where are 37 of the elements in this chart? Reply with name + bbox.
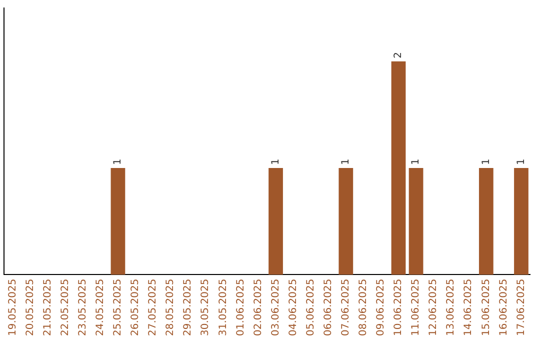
x-tick-label: 22.05.2025 bbox=[60, 278, 71, 336]
x-tick-label: 21.05.2025 bbox=[42, 278, 54, 336]
x-tick-label: 09.06.2025 bbox=[376, 278, 387, 336]
data-label: 1 bbox=[270, 158, 282, 166]
x-tick-label: 06.06.2025 bbox=[322, 278, 334, 336]
x-tick-label: 20.05.2025 bbox=[24, 278, 36, 336]
x-tick-label: 11.06.2025 bbox=[410, 278, 422, 336]
x-tick-label: 29.05.2025 bbox=[182, 278, 194, 336]
x-tick-label: 31.05.2025 bbox=[218, 278, 229, 336]
x-tick-label: 17.06.2025 bbox=[516, 278, 527, 336]
x-tick-label: 30.05.2025 bbox=[200, 278, 212, 336]
x-tick-label: 07.06.2025 bbox=[340, 278, 352, 336]
x-tick-label: 14.06.2025 bbox=[463, 278, 474, 336]
data-label: 1 bbox=[112, 158, 124, 166]
x-tick-label: 08.06.2025 bbox=[358, 278, 370, 336]
x-tick-label: 10.06.2025 bbox=[393, 278, 404, 336]
x-tick-label: 04.06.2025 bbox=[288, 278, 299, 336]
x-tick-label: 19.05.2025 bbox=[7, 278, 18, 336]
x-tick-label: 12.06.2025 bbox=[428, 278, 440, 336]
x-tick-label: 03.06.2025 bbox=[270, 278, 282, 336]
data-label: 1 bbox=[410, 158, 422, 166]
x-tick-label: 27.05.2025 bbox=[148, 278, 159, 336]
x-tick-label: 15.06.2025 bbox=[480, 278, 492, 336]
x-tick-label: 25.05.2025 bbox=[112, 278, 124, 336]
data-label: 2 bbox=[393, 52, 404, 58]
x-tick-label: 05.06.2025 bbox=[305, 278, 316, 336]
x-tick-label: 13.06.2025 bbox=[446, 278, 457, 336]
x-tick-label: 16.06.2025 bbox=[498, 278, 510, 336]
x-tick-label: 02.06.2025 bbox=[252, 278, 264, 336]
x-tick-label: 23.05.2025 bbox=[77, 278, 88, 336]
x-tick-label: 28.05.2025 bbox=[165, 278, 176, 336]
x-tick-label: 26.05.2025 bbox=[130, 278, 142, 336]
data-label: 1 bbox=[480, 158, 492, 166]
data-label: 1 bbox=[516, 158, 527, 166]
data-label: 1 bbox=[340, 158, 352, 166]
x-tick-label: 24.05.2025 bbox=[95, 278, 106, 336]
x-tick-label: 01.06.2025 bbox=[235, 278, 246, 336]
